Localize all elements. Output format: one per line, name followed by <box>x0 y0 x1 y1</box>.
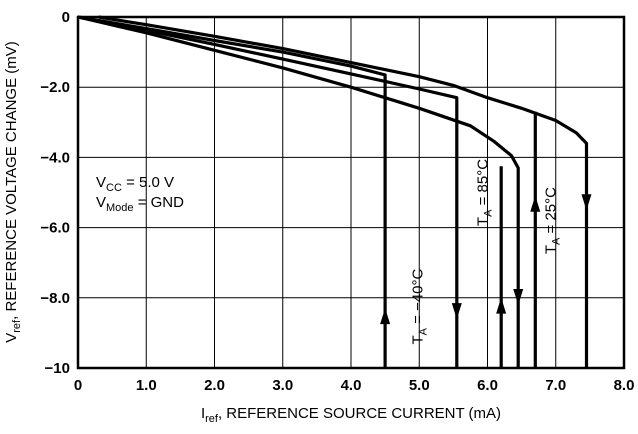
y-tick-label: −8.0 <box>40 290 70 307</box>
direction-arrow <box>451 303 462 320</box>
y-tick-labels: 0 −2.0 −4.0 −6.0 −8.0 −10 <box>40 9 70 377</box>
x-tick-label: 5.0 <box>409 377 430 394</box>
y-tick-label: −10 <box>45 360 70 377</box>
condition-vmode-sub: Mode <box>106 202 134 214</box>
curve-label-sub: A <box>418 327 430 335</box>
x-tick-label: 6.0 <box>477 377 498 394</box>
condition-vmode-rest: = GND <box>134 194 185 211</box>
curve-label: TA = −40°C <box>410 268 430 344</box>
curve-labels: TA = −40°CTA = 85°CTA = 25°C <box>410 159 563 345</box>
condition-vcc-rest: = 5.0 V <box>122 174 174 191</box>
condition-vcc-sub: CC <box>106 182 122 194</box>
grid-lines <box>78 17 624 368</box>
series-line <box>98 15 589 368</box>
curve-label-rest: = 85°C <box>475 159 492 210</box>
y-axis-label-sub: ref <box>11 319 23 333</box>
condition-vcc-main: V <box>96 174 106 191</box>
direction-arrow <box>513 289 524 306</box>
curve-label-rest: = 25°C <box>543 187 560 238</box>
y-axis-label-rest: , REFERENCE VOLTAGE CHANGE (mV) <box>3 41 20 320</box>
curve-label-main: T <box>410 335 427 344</box>
series-curves <box>77 15 589 368</box>
y-axis-label: Vref, REFERENCE VOLTAGE CHANGE (mV) <box>3 41 23 343</box>
y-tick-label: −6.0 <box>40 220 70 237</box>
curve-label-sub: A <box>551 237 563 245</box>
direction-arrows <box>380 194 592 325</box>
condition-vmode-main: V <box>96 194 106 211</box>
y-tick-label: 0 <box>62 9 70 26</box>
curve-label: TA = 85°C <box>475 159 495 226</box>
series-line <box>77 15 520 368</box>
curve-label-rest: = −40°C <box>410 268 427 328</box>
y-tick-label: −4.0 <box>40 149 70 166</box>
x-tick-label: 1.0 <box>136 377 157 394</box>
x-tick-labels: 0 1.0 2.0 3.0 4.0 5.0 6.0 7.0 8.0 <box>74 377 635 394</box>
curve-label-main: T <box>543 245 560 254</box>
condition-vcc: VCC = 5.0 V <box>96 174 174 194</box>
x-axis-label-sub: ref <box>205 413 219 425</box>
direction-arrow <box>380 308 391 325</box>
curve-label-main: T <box>475 217 492 226</box>
direction-arrow <box>530 195 541 212</box>
x-tick-label: 8.0 <box>614 377 635 394</box>
plot-frame <box>76 15 626 370</box>
x-tick-label: 2.0 <box>204 377 225 394</box>
y-tick-label: −2.0 <box>40 79 70 96</box>
direction-arrow <box>496 297 507 314</box>
curve-label-sub: A <box>483 209 495 217</box>
direction-arrow <box>581 194 592 211</box>
condition-vmode: VMode = GND <box>96 194 184 214</box>
x-axis-label: Iref, REFERENCE SOURCE CURRENT (mA) <box>201 405 501 425</box>
x-tick-label: 0 <box>74 377 82 394</box>
x-axis-label-rest: , REFERENCE SOURCE CURRENT (mA) <box>218 405 501 422</box>
x-tick-label: 3.0 <box>272 377 293 394</box>
x-tick-label: 4.0 <box>341 377 362 394</box>
x-axis-label-main: I <box>201 405 205 422</box>
x-tick-label: 7.0 <box>545 377 566 394</box>
y-axis-label-main: V <box>3 333 20 343</box>
series-line <box>77 15 387 368</box>
series-line <box>77 15 459 368</box>
curve-label: TA = 25°C <box>543 187 563 254</box>
